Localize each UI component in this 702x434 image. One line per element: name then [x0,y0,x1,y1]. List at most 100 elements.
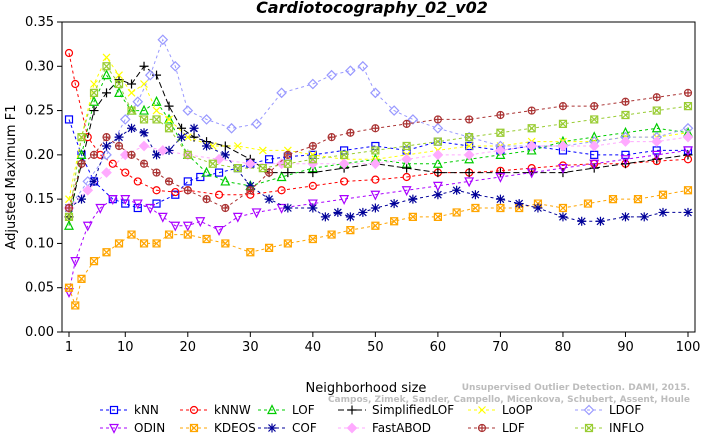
data-point-cof [533,203,543,213]
series-inflo [64,62,693,221]
legend-marker-cof [267,423,277,433]
data-point-knnw [371,175,380,184]
data-point-odin [339,195,350,205]
data-point-lof [64,219,74,230]
series-line-odin [68,149,689,293]
data-point-odin [157,212,168,223]
data-point-cof [658,207,668,217]
data-point-cof [495,194,505,204]
y-tick-label: 0.00 [25,325,54,340]
data-point-knnw [64,48,74,58]
data-point-knnw [83,133,92,142]
data-point-inflo [308,155,317,164]
series-line-kdeos [68,189,689,308]
data-point-loop [152,106,161,115]
data-point-kdeos [77,274,86,283]
data-point-knn [183,177,192,186]
data-point-kdeos [608,195,618,204]
data-point-inflo [402,141,411,151]
data-point-ldf [221,203,230,213]
data-point-ldf [346,128,355,137]
data-point-cof [320,212,330,222]
watermark-line-1: Unsupervised Outlier Detection. DAMI, 20… [462,383,690,393]
x-axis: 1 10 20 30 40 50 60 70 80 90 100 [65,332,700,355]
data-point-ldf [139,159,149,168]
data-point-kdeos [327,230,336,239]
data-point-ldof [119,114,131,125]
data-point-kdeos [371,221,380,230]
data-point-cof [308,203,318,213]
data-point-cof [220,150,230,160]
data-point-ldof [201,114,212,125]
y-axis: 0.00 0.05 0.10 0.15 0.20 0.25 0.30 0.35 [25,15,62,340]
data-point-odin [170,221,181,232]
legend-item-fastabod: FastABOD [338,421,431,434]
y-tick-label: 0.05 [25,281,54,296]
data-point-odin [82,221,93,232]
data-point-knn [402,146,411,155]
legend-item-ldf: LDF [468,421,525,434]
data-point-cof [77,194,87,204]
data-point-inflo [77,133,86,142]
data-point-ldf [308,141,317,151]
data-point-kdeos [246,248,255,257]
data-point-odin [370,190,381,201]
data-point-kdeos [202,234,211,244]
legend-marker-ldof [583,404,595,416]
data-point-knn [308,150,317,159]
y-tick-label: 0.10 [25,236,54,251]
legend-label: kNN [134,403,159,417]
data-point-knn [621,150,630,159]
data-point-inflo [64,212,74,221]
y-tick-label: 0.15 [25,192,54,207]
data-point-kdeos [496,203,505,213]
data-point-odin [401,186,412,197]
data-point-knnw [340,177,349,186]
data-point-inflo [283,159,292,168]
data-point-ldf [89,150,99,159]
data-point-kdeos [452,208,461,217]
data-point-cof [452,185,462,195]
data-point-loop [90,80,98,88]
data-point-knn [652,146,661,155]
data-point-simplifiedlof [283,168,293,178]
data-point-cof [127,123,137,133]
data-point-knnw [133,177,142,186]
data-point-lof [651,122,662,133]
legend-item-lof: LOF [258,403,315,417]
data-point-cof [202,141,212,151]
y-axis-label: Adjusted Maximum F1 [4,105,19,250]
data-point-simplifiedlof [152,70,162,80]
data-point-ldf [683,88,693,97]
data-point-fastabod [338,158,350,170]
data-point-cof [89,176,99,186]
data-point-simplifiedlof [308,168,318,178]
data-point-cof [189,123,199,133]
data-point-inflo [258,164,267,173]
data-point-ldf [127,150,136,159]
data-point-cof [345,212,355,222]
data-point-cof [152,150,162,160]
legend-marker-knnw [189,405,199,415]
data-point-loop [140,80,148,88]
data-point-knnw [121,168,130,177]
data-point-ldof [407,114,419,125]
data-point-knnw [308,181,317,190]
data-point-inflo [152,115,161,124]
data-point-cof [283,203,293,213]
data-point-kdeos [264,243,274,252]
data-point-knn [64,115,74,124]
data-point-inflo [208,159,217,168]
data-point-ldf [465,115,474,124]
chart-title: Cardiotocography_02_v02 [256,0,488,17]
data-point-lof [432,157,443,168]
legend-item-ldof: LDOF [575,403,641,417]
data-point-cof [470,190,480,200]
data-point-lof [464,153,475,164]
x-tick-label: 40 [305,340,322,355]
data-point-ldf [152,168,161,177]
data-point-cof [577,216,587,226]
data-point-fastabod [432,149,444,161]
data-point-fastabod [526,140,538,152]
